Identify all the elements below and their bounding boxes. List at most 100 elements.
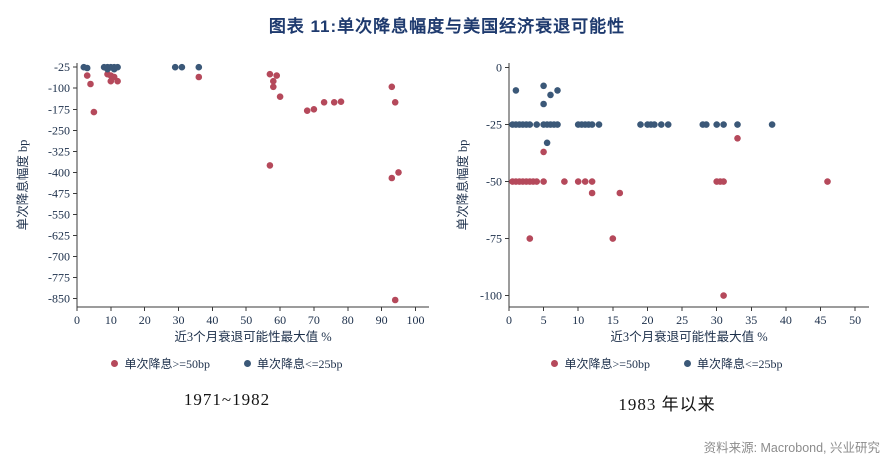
svg-text:-25: -25 <box>486 118 502 132</box>
data-point <box>391 296 399 304</box>
svg-text:单次降息幅度 bp: 单次降息幅度 bp <box>455 140 470 231</box>
data-point <box>588 189 596 197</box>
data-point <box>588 178 596 185</box>
svg-text:-75: -75 <box>486 232 502 246</box>
legend-left: 单次降息>=50bp 单次降息<=25bp <box>111 355 343 372</box>
legend-item-25bp: 单次降息<=25bp <box>684 355 783 372</box>
legend-label-50bp: 单次降息>=50bp <box>124 357 210 371</box>
legend-label-25bp: 单次降息<=25bp <box>257 357 343 371</box>
data-point <box>720 121 727 128</box>
legend-label-50bp: 单次降息>=50bp <box>564 357 650 371</box>
data-point <box>574 178 582 185</box>
legend-dot-red <box>111 360 119 367</box>
chart-block-1983-onward: 0 5 10 15 20 25 30 35 40 45 50 0 -25 -50 -75 -100 近3个月衰退… <box>448 53 886 415</box>
svg-text:单次降息幅度 bp: 单次降息幅度 bp <box>15 140 30 231</box>
data-point <box>651 121 658 128</box>
source-note: 资料来源: Macrobond, 兴业研究 <box>703 441 880 455</box>
data-point <box>171 63 179 71</box>
data-point <box>303 107 311 114</box>
data-point <box>195 63 203 71</box>
data-point <box>703 121 710 128</box>
data-point <box>533 121 540 128</box>
data-point <box>658 121 665 128</box>
data-point <box>266 162 274 169</box>
legend-dot-red <box>551 360 559 367</box>
data-point <box>533 178 540 185</box>
data-point <box>540 178 547 185</box>
svg-text:35: 35 <box>745 313 757 327</box>
svg-text:5: 5 <box>541 313 547 327</box>
scatter-chart-right: 0 5 10 15 20 25 30 35 40 45 50 0 -25 -50 -75 -100 近3个月衰退… <box>455 61 869 344</box>
data-point <box>273 72 281 79</box>
svg-text:-475: -475 <box>48 186 70 200</box>
svg-text:0: 0 <box>74 313 80 327</box>
svg-text:-100: -100 <box>48 81 70 95</box>
svg-text:-250: -250 <box>48 123 70 137</box>
data-point <box>83 72 91 79</box>
data-point <box>83 64 91 72</box>
svg-text:-100: -100 <box>480 289 502 303</box>
data-point <box>581 178 589 185</box>
data-point <box>540 82 547 90</box>
data-point <box>337 98 345 105</box>
data-point <box>540 148 547 156</box>
data-point <box>388 83 396 91</box>
data-point <box>526 121 534 128</box>
svg-text:-700: -700 <box>48 250 70 264</box>
legend-item-25bp: 单次降息<=25bp <box>244 355 343 372</box>
svg-text:-175: -175 <box>48 102 70 116</box>
data-point <box>330 99 338 106</box>
data-point <box>734 135 741 142</box>
data-point <box>720 178 727 185</box>
svg-text:30: 30 <box>173 313 185 327</box>
data-point <box>561 178 568 185</box>
svg-text:10: 10 <box>105 313 117 327</box>
data-point <box>270 77 277 85</box>
data-point <box>90 108 98 116</box>
data-point <box>87 80 94 88</box>
svg-text:10: 10 <box>572 313 584 327</box>
data-point <box>734 121 741 128</box>
data-point <box>114 77 121 85</box>
data-point <box>540 100 547 108</box>
legend-dot-navy <box>244 360 251 367</box>
data-point <box>664 121 672 128</box>
data-point <box>114 63 121 71</box>
page-title: 图表 11:单次降息幅度与美国经济衰退可能性 <box>268 17 626 36</box>
svg-text:30: 30 <box>711 313 723 327</box>
data-point <box>768 121 776 128</box>
data-point <box>547 91 554 99</box>
svg-text:80: 80 <box>342 313 354 327</box>
data-point <box>554 121 561 128</box>
legend-item-50bp: 单次降息>=50bp <box>551 355 650 372</box>
data-point <box>391 99 399 106</box>
data-point <box>595 121 603 128</box>
svg-text:-850: -850 <box>48 292 70 306</box>
data-point <box>543 139 551 147</box>
svg-text:45: 45 <box>815 313 827 327</box>
data-point <box>395 169 402 176</box>
data-point <box>713 121 720 128</box>
svg-text:15: 15 <box>607 313 619 327</box>
charts-row: 0 10 20 30 40 50 60 70 80 90 100 -25 -100 -175 -250 -32… <box>0 37 894 415</box>
svg-text:70: 70 <box>308 313 320 327</box>
legend-dot-navy <box>684 360 691 367</box>
svg-text:50: 50 <box>240 313 252 327</box>
svg-text:20: 20 <box>641 313 653 327</box>
data-point <box>616 189 624 197</box>
svg-text:60: 60 <box>274 313 286 327</box>
data-point <box>178 63 186 71</box>
svg-text:近3个月衰退可能性最大值 %: 近3个月衰退可能性最大值 % <box>174 329 331 344</box>
data-point <box>526 235 534 242</box>
data-point <box>310 106 318 113</box>
chart-block-1971-1982: 0 10 20 30 40 50 60 70 80 90 100 -25 -100 -175 -250 -32… <box>8 53 446 415</box>
data-point <box>270 83 277 91</box>
svg-text:-625: -625 <box>48 228 70 242</box>
svg-text:-775: -775 <box>48 271 70 285</box>
data-point <box>637 121 644 128</box>
svg-text:近3个月衰退可能性最大值 %: 近3个月衰退可能性最大值 % <box>610 329 767 344</box>
chart-caption-right: 1983 年以来 <box>618 395 716 414</box>
svg-text:-550: -550 <box>48 207 70 221</box>
legend-label-25bp: 单次降息<=25bp <box>697 357 783 371</box>
data-point <box>388 174 396 182</box>
